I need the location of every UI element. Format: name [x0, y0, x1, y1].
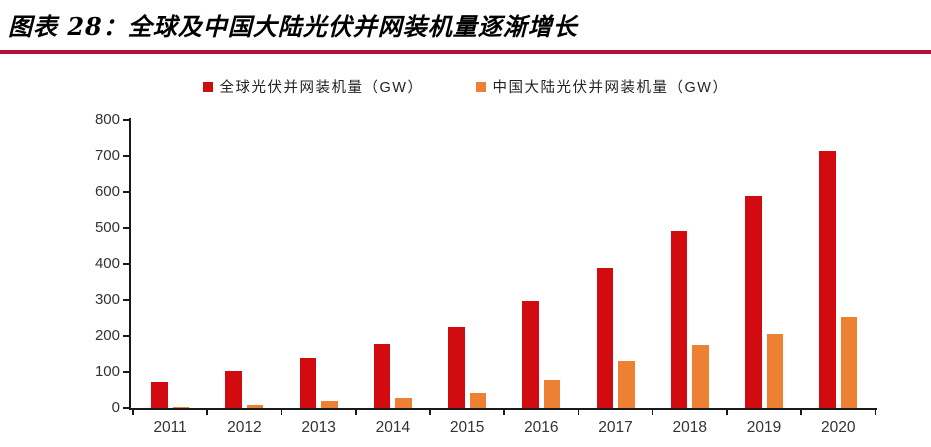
legend-item-global: 全球光伏并网装机量（GW）	[202, 76, 424, 97]
y-axis-tick	[123, 263, 129, 265]
y-tick-label-100: 100	[94, 363, 120, 380]
x-axis-tick	[726, 410, 728, 415]
x-axis-tick	[651, 410, 654, 415]
y-axis-tick	[123, 191, 129, 193]
bar-china-2017	[618, 361, 635, 408]
x-label-2013: 2013	[301, 419, 336, 436]
bar-china-2012	[246, 405, 264, 408]
y-tick-label-300: 300	[94, 291, 120, 308]
bar-global-2020	[819, 151, 836, 408]
y-axis-tick	[123, 227, 129, 229]
x-axis-tick	[354, 410, 357, 415]
y-tick-label-400: 400	[94, 255, 120, 272]
legend-item-china: 中国大陆光伏并网装机量（GW）	[475, 76, 729, 97]
y-tick-label-700: 700	[94, 147, 120, 164]
bar-global-2013	[299, 358, 317, 408]
chart-title: 图表 28：全球及中国大陆光伏并网装机量逐渐增长	[8, 12, 578, 41]
y-tick-label-800: 800	[94, 111, 120, 128]
y-tick-label-500: 500	[94, 219, 120, 236]
y-axis-line	[129, 118, 131, 410]
bar-global-2016	[522, 301, 539, 408]
y-axis-tick	[123, 299, 129, 301]
y-tick-label-600: 600	[94, 183, 120, 200]
x-label-2020: 2020	[821, 419, 856, 436]
bar-china-2013	[321, 401, 338, 408]
y-axis-tick	[123, 371, 129, 373]
y-tick-label-0: 0	[111, 399, 120, 416]
bar-global-2015	[448, 327, 465, 408]
chart-legend: 全球光伏并网装机量（GW） 中国大陆光伏并网装机量（GW）	[0, 76, 931, 97]
x-axis-tick	[577, 410, 580, 415]
y-axis-tick	[123, 119, 129, 121]
x-label-2014: 2014	[375, 419, 411, 436]
x-label-2019: 2019	[746, 419, 782, 436]
bar-china-2015	[469, 393, 487, 408]
y-axis-tick	[123, 407, 129, 409]
bar-china-2014	[395, 398, 412, 408]
legend-swatch-china-icon	[475, 81, 486, 92]
x-label-2017: 2017	[598, 419, 633, 436]
bar-global-2019	[745, 196, 762, 408]
x-axis-tick	[206, 410, 209, 415]
bar-china-2016	[543, 380, 561, 408]
bar-global-2014	[373, 344, 391, 408]
x-label-2011: 2011	[153, 419, 187, 436]
bar-china-2018	[692, 345, 709, 408]
x-axis-tick	[800, 410, 802, 415]
title-divider-rule	[0, 50, 931, 54]
bar-global-2018	[670, 231, 688, 408]
x-axis-tick	[874, 410, 877, 415]
bar-global-2017	[596, 268, 614, 408]
y-axis-tick	[123, 155, 129, 157]
x-axis-line	[129, 408, 877, 410]
legend-label-global: 全球光伏并网装机量（GW）	[219, 80, 424, 96]
legend-label-china: 中国大陆光伏并网装机量（GW）	[492, 80, 729, 96]
x-axis-tick	[132, 410, 134, 415]
x-axis-tick	[503, 410, 505, 415]
x-axis-tick	[429, 410, 431, 415]
x-label-2016: 2016	[524, 419, 559, 436]
y-tick-label-200: 200	[94, 327, 120, 344]
bar-china-2020	[840, 317, 858, 408]
bar-global-2011	[151, 382, 168, 408]
x-label-2012: 2012	[227, 419, 262, 436]
x-label-2015: 2015	[449, 419, 485, 436]
x-axis-tick	[280, 410, 283, 415]
bar-global-2012	[225, 371, 242, 408]
bar-china-2019	[766, 334, 784, 408]
x-label-2018: 2018	[672, 419, 708, 436]
y-axis-tick	[123, 335, 129, 337]
bar-china-2011	[172, 407, 190, 408]
legend-swatch-global-icon	[202, 81, 213, 92]
